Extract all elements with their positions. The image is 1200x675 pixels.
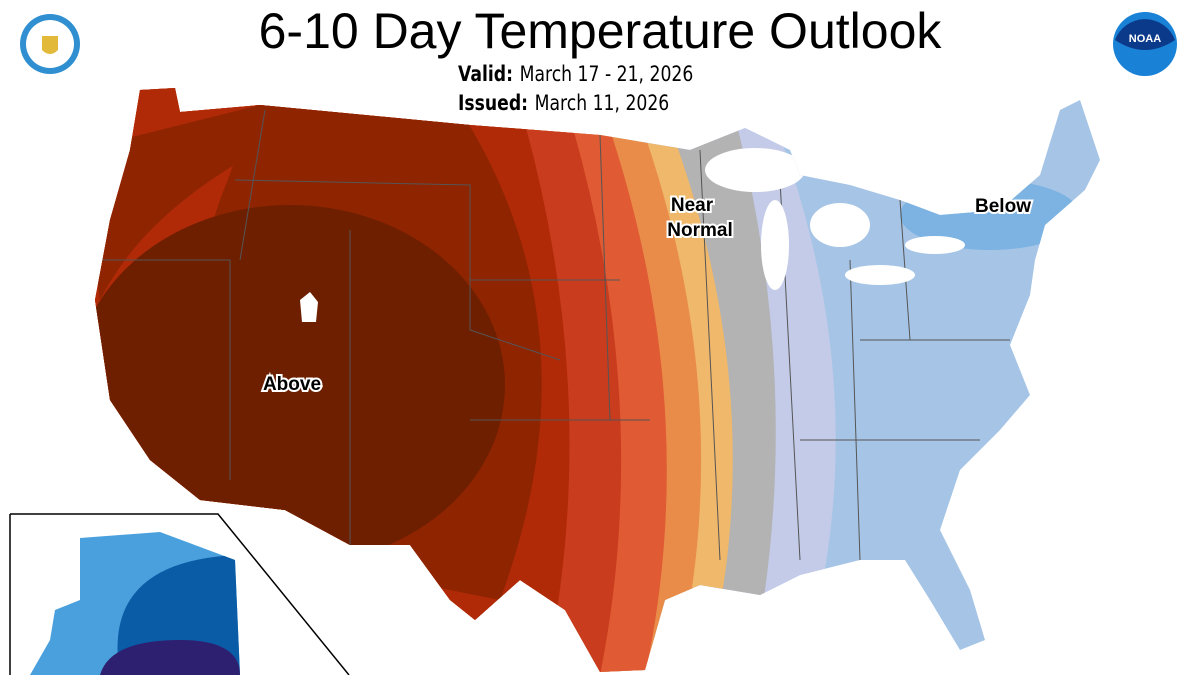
map-title: 6-10 Day Temperature Outlook [258,3,942,59]
label-normal: Normal [667,220,732,241]
great-salt-lake [300,292,318,322]
label-near: Near [671,195,714,216]
valid-dates: Valid: March 17 - 21, 2026 [458,62,693,86]
lake-michigan [761,200,789,290]
lake-huron [810,203,870,247]
label-above: Above [263,374,321,395]
alaska-inset [9,513,350,675]
lake-erie [845,265,915,285]
issued-value: March 11, 2026 [534,91,670,115]
noaa-logo-text: NOAA [1129,33,1161,45]
dept-commerce-seal [20,14,80,74]
band-above-strongest [95,205,505,565]
lake-superior [705,148,805,192]
valid-value: March 17 - 21, 2026 [519,62,694,86]
valid-label: Valid: [458,62,514,86]
issued-date: Issued: March 11, 2026 [458,91,669,115]
noaa-logo: NOAA [1113,12,1177,76]
lake-ontario [905,236,965,254]
label-below: Below [975,196,1031,217]
issued-label: Issued: [458,91,529,115]
